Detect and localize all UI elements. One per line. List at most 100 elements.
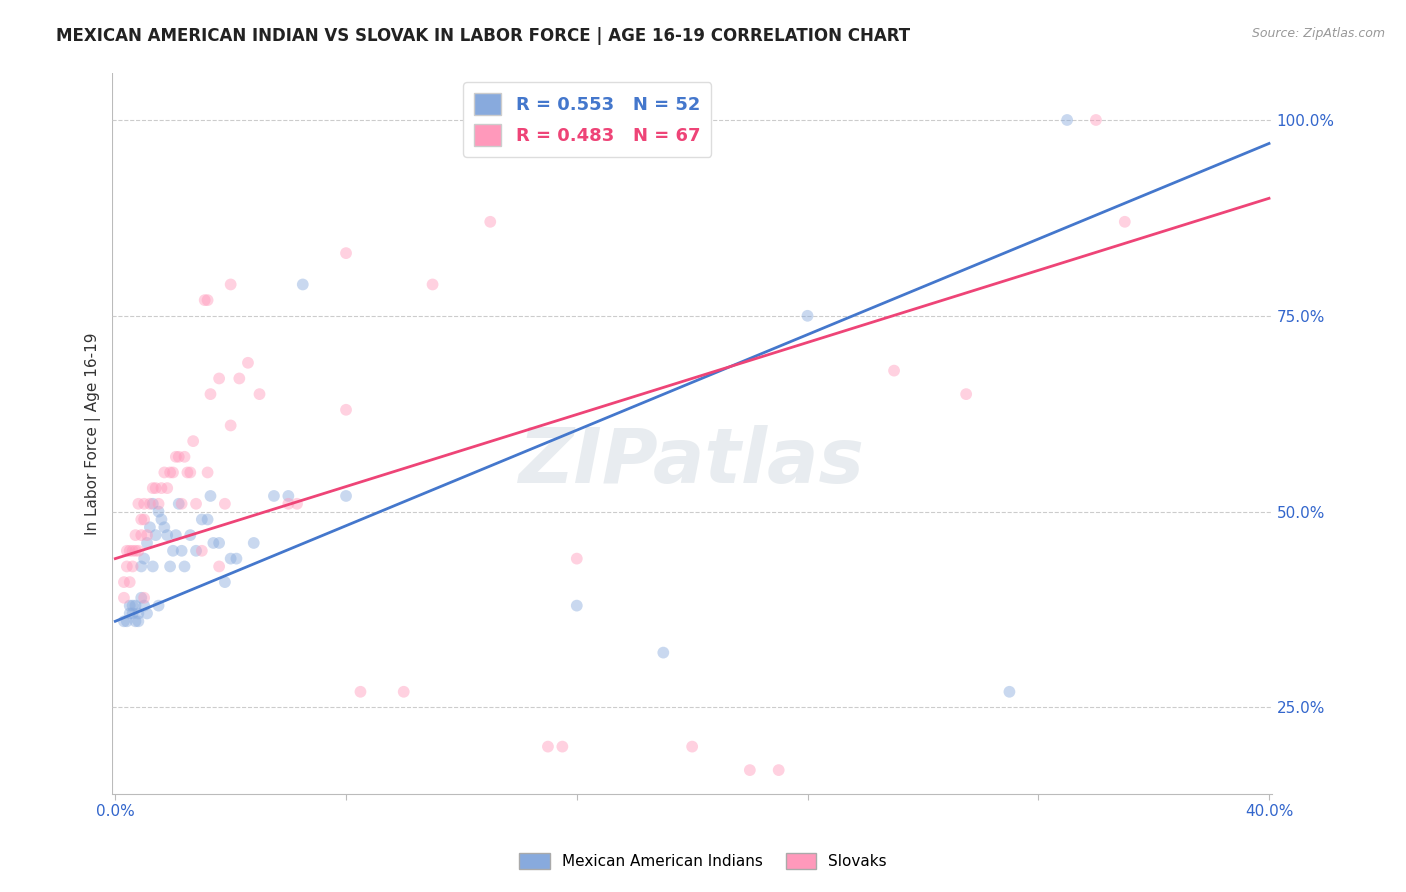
- Point: [134, 591, 156, 605]
- Point: [153, 520, 176, 534]
- Point: [124, 543, 146, 558]
- Point: [208, 536, 231, 550]
- Point: [129, 591, 152, 605]
- Text: Source: ZipAtlas.com: Source: ZipAtlas.com: [1251, 27, 1385, 40]
- Point: [277, 497, 299, 511]
- Point: [127, 497, 149, 511]
- Point: [263, 489, 285, 503]
- Point: [112, 615, 135, 629]
- Point: [156, 481, 179, 495]
- Point: [194, 293, 217, 307]
- Point: [197, 293, 219, 307]
- Point: [148, 505, 170, 519]
- Point: [173, 559, 195, 574]
- Point: [197, 512, 219, 526]
- Point: [349, 685, 371, 699]
- Point: [681, 739, 703, 754]
- Point: [170, 543, 193, 558]
- Point: [551, 739, 574, 754]
- Point: [162, 466, 184, 480]
- Point: [219, 418, 242, 433]
- Point: [118, 543, 141, 558]
- Point: [768, 763, 790, 777]
- Point: [167, 497, 190, 511]
- Point: [219, 277, 242, 292]
- Point: [998, 685, 1021, 699]
- Point: [796, 309, 818, 323]
- Point: [118, 599, 141, 613]
- Point: [127, 615, 149, 629]
- Point: [142, 497, 165, 511]
- Point: [134, 599, 156, 613]
- Point: [136, 607, 159, 621]
- Point: [202, 536, 225, 550]
- Point: [277, 489, 299, 503]
- Point: [565, 551, 588, 566]
- Point: [181, 434, 204, 449]
- Point: [565, 599, 588, 613]
- Point: [118, 607, 141, 621]
- Point: [242, 536, 264, 550]
- Point: [139, 520, 162, 534]
- Point: [1084, 113, 1107, 128]
- Point: [148, 497, 170, 511]
- Point: [124, 599, 146, 613]
- Point: [112, 591, 135, 605]
- Point: [156, 528, 179, 542]
- Point: [127, 607, 149, 621]
- Point: [142, 481, 165, 495]
- Point: [652, 646, 675, 660]
- Point: [537, 739, 560, 754]
- Point: [127, 543, 149, 558]
- Point: [173, 450, 195, 464]
- Point: [124, 615, 146, 629]
- Point: [129, 528, 152, 542]
- Point: [159, 559, 181, 574]
- Point: [179, 466, 201, 480]
- Point: [738, 763, 761, 777]
- Point: [335, 246, 357, 260]
- Point: [479, 113, 502, 128]
- Text: MEXICAN AMERICAN INDIAN VS SLOVAK IN LABOR FORCE | AGE 16-19 CORRELATION CHART: MEXICAN AMERICAN INDIAN VS SLOVAK IN LAB…: [56, 27, 910, 45]
- Point: [136, 536, 159, 550]
- Point: [150, 481, 173, 495]
- Point: [219, 551, 242, 566]
- Point: [392, 685, 415, 699]
- Point: [200, 387, 222, 401]
- Point: [115, 615, 138, 629]
- Point: [208, 371, 231, 385]
- Point: [184, 497, 207, 511]
- Point: [1114, 215, 1136, 229]
- Point: [165, 528, 187, 542]
- Point: [208, 559, 231, 574]
- Point: [134, 551, 156, 566]
- Point: [145, 528, 167, 542]
- Point: [167, 450, 190, 464]
- Y-axis label: In Labor Force | Age 16-19: In Labor Force | Age 16-19: [86, 332, 101, 534]
- Point: [150, 512, 173, 526]
- Point: [335, 489, 357, 503]
- Point: [179, 528, 201, 542]
- Legend: R = 0.553   N = 52, R = 0.483   N = 67: R = 0.553 N = 52, R = 0.483 N = 67: [464, 82, 711, 157]
- Text: ZIPatlas: ZIPatlas: [519, 425, 865, 500]
- Point: [139, 497, 162, 511]
- Point: [165, 450, 187, 464]
- Point: [479, 113, 502, 128]
- Point: [142, 559, 165, 574]
- Point: [153, 466, 176, 480]
- Point: [121, 559, 143, 574]
- Point: [236, 356, 259, 370]
- Point: [129, 512, 152, 526]
- Point: [225, 551, 247, 566]
- Point: [162, 543, 184, 558]
- Point: [121, 543, 143, 558]
- Point: [170, 497, 193, 511]
- Point: [112, 575, 135, 590]
- Legend: Mexican American Indians, Slovaks: Mexican American Indians, Slovaks: [513, 847, 893, 875]
- Point: [176, 466, 198, 480]
- Point: [115, 543, 138, 558]
- Point: [191, 543, 214, 558]
- Point: [422, 277, 444, 292]
- Point: [228, 371, 250, 385]
- Point: [134, 497, 156, 511]
